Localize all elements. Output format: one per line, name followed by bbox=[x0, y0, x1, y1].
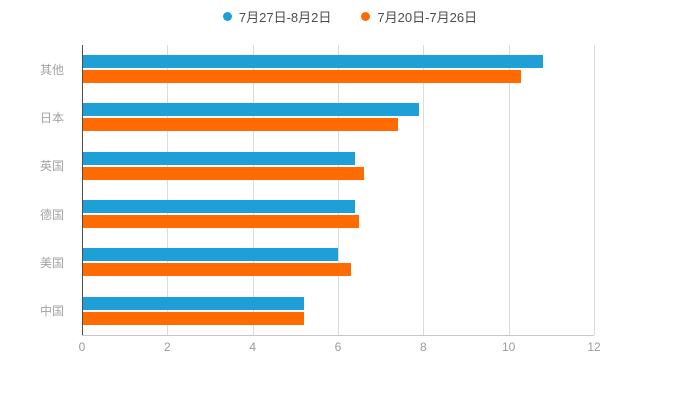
bar-group bbox=[82, 287, 594, 335]
legend-item-series-0[interactable]: 7月27日-8月2日 bbox=[222, 7, 332, 26]
gridline bbox=[423, 45, 425, 335]
x-tick-label: 0 bbox=[78, 340, 86, 354]
category-label: 其他 bbox=[40, 62, 65, 77]
category-label: 日本 bbox=[40, 110, 65, 125]
bar-series-0[interactable] bbox=[82, 151, 356, 165]
category-label: 德国 bbox=[40, 207, 65, 222]
legend-item-series-1[interactable]: 7月20日-7月26日 bbox=[361, 7, 477, 26]
category-label: 美国 bbox=[40, 255, 65, 270]
category-label: 中国 bbox=[40, 304, 65, 319]
bar-group bbox=[82, 190, 594, 238]
chart-legend: 7月27日-8月2日 7月20日-7月26日 bbox=[0, 6, 700, 26]
legend-label: 7月27日-8月2日 bbox=[238, 9, 332, 25]
bar-series-0[interactable] bbox=[82, 55, 543, 69]
bar-series-1[interactable] bbox=[82, 215, 360, 229]
bar-rows bbox=[82, 45, 594, 335]
x-tick-label: 10 bbox=[501, 340, 516, 354]
gridline bbox=[594, 45, 595, 335]
bar-series-1[interactable] bbox=[82, 311, 304, 325]
category-label: 英国 bbox=[40, 159, 65, 174]
x-tick-label: 8 bbox=[419, 340, 427, 354]
bar-series-1[interactable] bbox=[82, 263, 351, 277]
gridline bbox=[508, 45, 510, 335]
gridline bbox=[252, 45, 254, 335]
bar-group bbox=[82, 45, 594, 93]
bar-series-0[interactable] bbox=[82, 296, 304, 310]
bar-series-1[interactable] bbox=[82, 118, 398, 132]
x-axis: 0 2 4 6 8 10 12 bbox=[78, 338, 601, 356]
bar-series-0[interactable] bbox=[82, 248, 338, 262]
bar-series-0[interactable] bbox=[82, 200, 356, 214]
bar-group bbox=[82, 142, 594, 190]
gridlines bbox=[82, 45, 595, 335]
legend-marker-icon bbox=[361, 11, 371, 21]
gridline bbox=[167, 45, 169, 335]
legend-label: 7月20日-7月26日 bbox=[377, 9, 478, 25]
bar-series-1[interactable] bbox=[82, 70, 522, 84]
legend-marker-icon bbox=[222, 11, 232, 21]
bar-group bbox=[82, 93, 594, 141]
x-tick-label: 6 bbox=[334, 340, 342, 354]
x-tick-label: 4 bbox=[249, 340, 256, 354]
plot-area bbox=[82, 45, 595, 336]
x-tick-label: 12 bbox=[587, 340, 601, 354]
gridline bbox=[338, 45, 339, 335]
bar-group bbox=[82, 238, 594, 286]
x-tick-label: 2 bbox=[163, 340, 171, 354]
bar-series-1[interactable] bbox=[82, 166, 364, 180]
y-axis-line bbox=[82, 45, 83, 335]
bar-series-0[interactable] bbox=[82, 103, 420, 117]
y-axis-labels: 其他日本英国德国美国中国 bbox=[40, 45, 80, 335]
